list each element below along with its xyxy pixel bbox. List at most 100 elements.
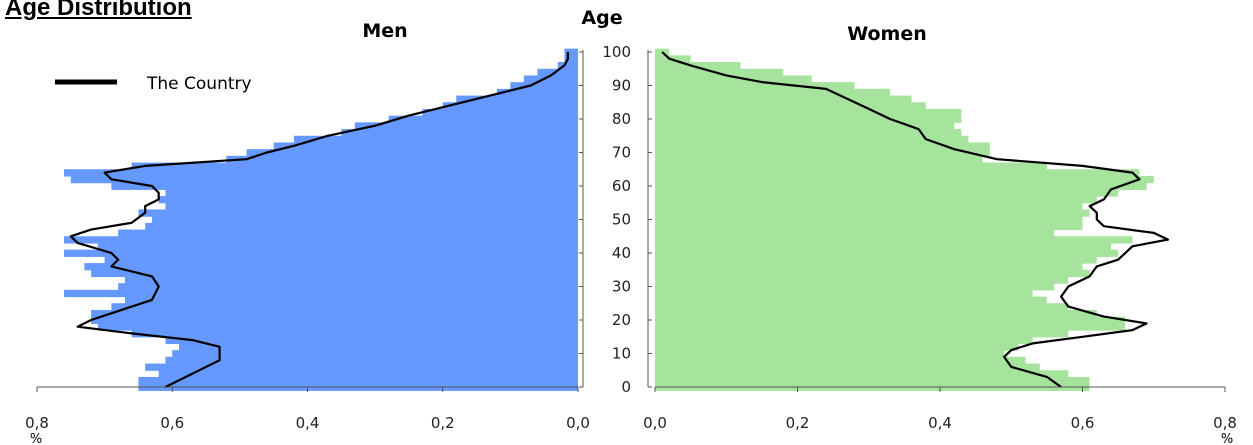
women-bar: [655, 336, 1033, 345]
men-bar: [64, 236, 579, 244]
women-bar: [655, 202, 1083, 211]
women-panel: 0,0 0,2 0,4 0,6 0,8 Women: [643, 23, 1237, 432]
men-value-tick-label: 0,6: [160, 414, 184, 432]
women-bar: [655, 229, 1054, 237]
women-bar: [655, 296, 1047, 304]
women-bar: [655, 82, 855, 90]
women-value-tick-label: 0,6: [1071, 414, 1095, 432]
men-bar: [226, 155, 578, 164]
age-tick-label: 30: [612, 278, 631, 296]
men-bar: [158, 370, 578, 378]
men-bar: [165, 356, 579, 365]
age-axis-label: Age: [581, 7, 622, 29]
men-bar: [131, 330, 579, 338]
women-bar: [655, 343, 1019, 351]
men-bar: [111, 182, 578, 190]
women-bar: [655, 209, 1090, 217]
women-bar: [655, 283, 1054, 291]
women-bar: [655, 289, 1033, 298]
women-bar: [655, 122, 955, 130]
men-bars: [64, 48, 579, 391]
age-tick-label: 10: [612, 345, 631, 363]
men-country-line: [69, 52, 569, 388]
men-bar: [124, 296, 578, 304]
men-bar: [456, 95, 578, 103]
men-bar: [172, 350, 578, 358]
men-bar: [111, 303, 578, 311]
men-bar: [564, 55, 578, 63]
men-bar: [138, 209, 578, 217]
men-bar: [64, 289, 579, 298]
women-panel-label: Women: [847, 23, 927, 45]
men-bar: [64, 169, 579, 177]
chart-title: Age Distribution: [5, 0, 192, 21]
women-bar: [655, 102, 926, 110]
women-bar: [655, 350, 1005, 358]
women-bar: [655, 376, 1090, 385]
men-bar: [165, 189, 579, 197]
women-bar: [655, 269, 1090, 278]
women-bar: [655, 370, 1069, 378]
men-bar: [118, 229, 579, 237]
men-bar: [91, 309, 578, 318]
unit-label-left: %: [30, 432, 42, 445]
age-tick-label: 40: [612, 244, 631, 262]
women-bar: [655, 115, 962, 123]
age-tick-label: 50: [612, 211, 631, 229]
men-bar: [557, 62, 578, 70]
age-tick-label: 20: [612, 311, 631, 329]
age-tick-label: 0: [621, 378, 631, 396]
women-bar: [655, 155, 983, 164]
men-bar: [564, 48, 578, 56]
men-bar: [118, 283, 579, 291]
men-bar: [145, 363, 578, 371]
men-bar: [496, 88, 578, 97]
women-bar: [655, 263, 1083, 271]
men-bar: [64, 249, 579, 257]
age-tick-label: 80: [612, 110, 631, 128]
men-bar: [158, 196, 578, 204]
men-bar: [97, 242, 579, 251]
men-bar: [131, 162, 579, 170]
men-panel: 0,0 0,2 0,4 0,6 0,8 Men: [25, 20, 590, 432]
men-value-tick-label: 0,2: [431, 414, 455, 432]
men-bar: [165, 336, 579, 345]
men-bar: [422, 108, 578, 117]
men-value-tick-label: 0,4: [296, 414, 320, 432]
women-bar: [655, 356, 1026, 365]
women-bar: [655, 169, 1140, 177]
women-bar: [655, 363, 1040, 371]
age-tick-label: 90: [612, 77, 631, 95]
women-bar: [655, 323, 1126, 331]
men-bar: [354, 122, 578, 130]
age-tick-label: 70: [612, 144, 631, 162]
men-bar: [151, 216, 578, 224]
women-bar: [655, 242, 1111, 251]
women-bar: [655, 256, 1097, 264]
women-bar: [655, 62, 741, 70]
women-bar: [655, 236, 1133, 244]
men-bar: [246, 149, 578, 157]
men-bar: [145, 222, 578, 231]
men-bar: [165, 202, 579, 211]
women-bar: [655, 175, 1154, 184]
men-bar: [341, 129, 578, 137]
women-bar: [655, 129, 962, 137]
men-bar: [91, 269, 578, 278]
women-value-tick-label: 0,4: [928, 414, 952, 432]
women-value-axis: 0,0 0,2 0,4 0,6 0,8: [643, 386, 1237, 432]
women-bar: [655, 196, 1097, 204]
women-value-tick-label: 0,0: [643, 414, 667, 432]
men-bar: [91, 316, 578, 324]
women-bar: [655, 142, 990, 150]
women-bar: [655, 135, 969, 144]
women-country-line: [661, 51, 1170, 388]
women-bar: [655, 162, 1047, 170]
women-bar: [655, 249, 1119, 257]
men-bar: [138, 376, 578, 385]
unit-label-right: %: [1221, 432, 1233, 445]
women-bar: [655, 108, 962, 117]
women-value-tick-label: 0,8: [1213, 414, 1237, 432]
men-value-axis: 0,0 0,2 0,4 0,6 0,8: [25, 386, 590, 432]
